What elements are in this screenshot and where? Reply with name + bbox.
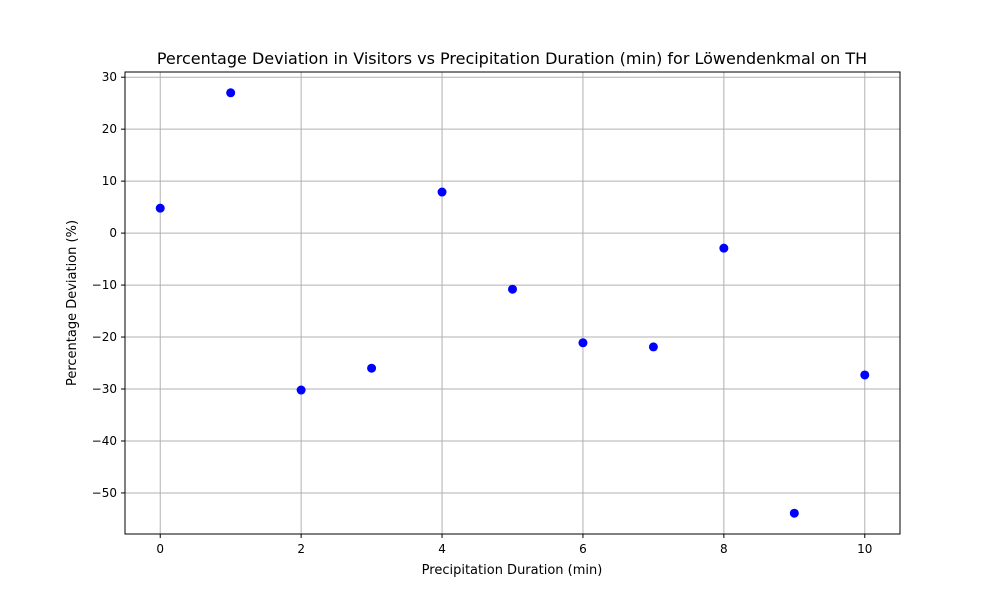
tick-layer: 0 2 4 6 8 10 30 20 10 0 −10 −20 −30 −40 −50: [92, 70, 873, 556]
y-tick-label: 30: [102, 70, 117, 84]
scatter-point: [860, 370, 870, 380]
x-tick-label: 0: [156, 542, 164, 556]
y-tick-label: −30: [92, 382, 117, 396]
x-tick-label: 4: [438, 542, 446, 556]
x-tick-label: 10: [857, 542, 872, 556]
x-tick-label: 6: [579, 542, 587, 556]
x-tick-label: 2: [297, 542, 305, 556]
scatter-point: [155, 203, 165, 213]
y-tick-label: −50: [92, 486, 117, 500]
scatter-point: [578, 338, 588, 348]
y-tick-label: 0: [109, 226, 117, 240]
scatter-point: [226, 88, 236, 98]
y-tick-label: 10: [102, 174, 117, 188]
scatter-point: [719, 243, 729, 253]
y-tick-label: −40: [92, 434, 117, 448]
y-axis-label: Percentage Deviation (%): [65, 220, 80, 386]
scatter-point: [296, 385, 306, 395]
x-tick-label: 8: [720, 542, 728, 556]
scatter-point: [648, 342, 658, 352]
y-tick-label: 20: [102, 122, 117, 136]
scatter-point: [367, 363, 377, 373]
scatter-point: [508, 284, 517, 294]
y-tick-label: −10: [92, 278, 117, 292]
point-layer: [155, 88, 870, 518]
grid-layer: [125, 72, 900, 534]
x-axis-label: Precipitation Duration (min): [422, 563, 603, 578]
chart-title: Percentage Deviation in Visitors vs Prec…: [157, 49, 867, 68]
scatter-point: [437, 187, 447, 197]
y-tick-label: −20: [92, 330, 117, 344]
scatter-point: [789, 508, 799, 518]
plot-area-frame: [124, 71, 901, 535]
